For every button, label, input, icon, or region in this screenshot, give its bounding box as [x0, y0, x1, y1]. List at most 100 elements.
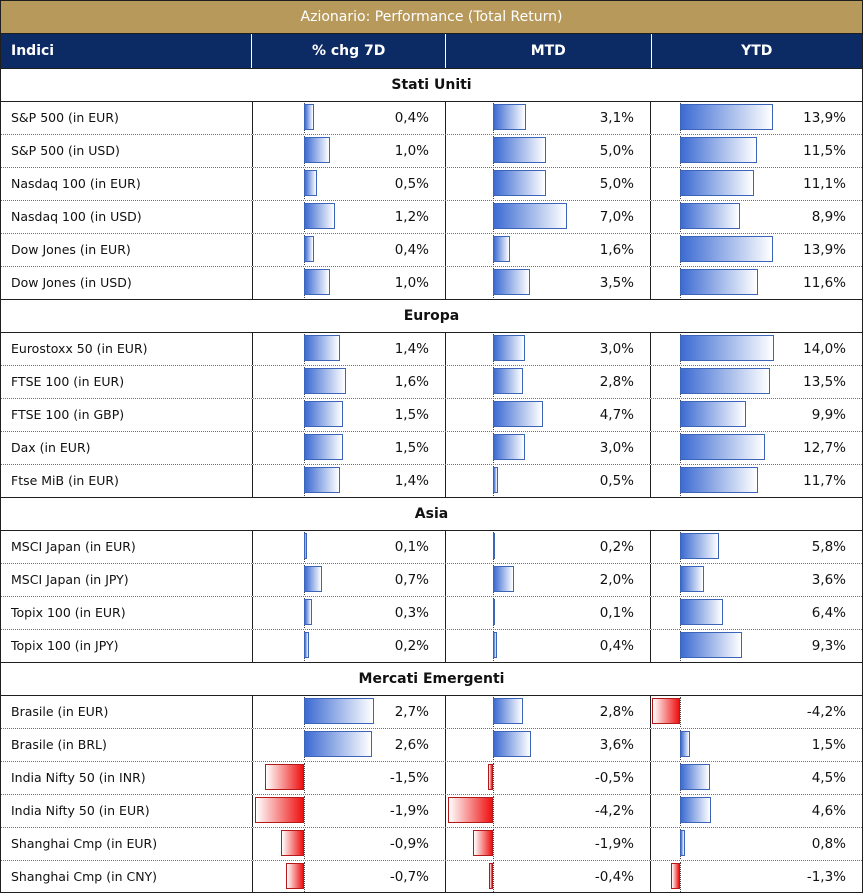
value-label: 3,1% — [599, 110, 634, 126]
value-label: 1,5% — [394, 407, 429, 423]
table-row: Dax (in EUR) 1,5% 3,0% 12,7% — [1, 431, 862, 464]
value-cell-c1: 1,4% — [253, 465, 446, 497]
value-cell-c2: 0,1% — [446, 597, 651, 629]
positive-bar — [680, 632, 743, 658]
value-label: 7,0% — [599, 209, 634, 225]
positive-bar — [304, 170, 317, 196]
index-name: MSCI Japan (in JPY) — [1, 564, 253, 596]
value-cell-c3: 9,9% — [651, 399, 862, 431]
value-cell-c3: -1,3% — [651, 861, 862, 893]
value-label: 3,6% — [811, 572, 846, 588]
positive-bar — [493, 368, 523, 394]
header-indici: Indici — [1, 34, 253, 68]
index-name: MSCI Japan (in EUR) — [1, 531, 253, 563]
value-label: 1,5% — [811, 737, 846, 753]
value-cell-c1: 1,6% — [253, 366, 446, 398]
value-cell-c2: -0,5% — [446, 762, 651, 794]
table-row: India Nifty 50 (in EUR) -1,9% -4,2% 4,6% — [1, 794, 862, 827]
value-cell-c2: 0,5% — [446, 465, 651, 497]
value-label: 13,9% — [803, 242, 846, 258]
header-chg-7d: % chg 7D — [252, 34, 446, 68]
value-cell-c3: 14,0% — [651, 333, 862, 365]
table-row: S&P 500 (in USD) 1,0% 5,0% 11,5% — [1, 134, 862, 167]
zero-axis — [493, 763, 494, 793]
value-cell-c2: 2,8% — [446, 366, 651, 398]
zero-axis — [304, 763, 305, 793]
value-label: -4,2% — [594, 803, 634, 819]
value-cell-c2: 5,0% — [446, 135, 651, 167]
table-row: Dow Jones (in EUR) 0,4% 1,6% 13,9% — [1, 233, 862, 266]
positive-bar — [680, 830, 686, 856]
value-label: -1,5% — [389, 770, 429, 786]
positive-bar — [493, 698, 523, 724]
value-cell-c3: 0,8% — [651, 828, 862, 860]
value-label: 12,7% — [803, 440, 846, 456]
negative-bar — [254, 797, 304, 823]
value-cell-c2: 3,6% — [446, 729, 651, 761]
value-cell-c3: 6,4% — [651, 597, 862, 629]
header-mtd: MTD — [446, 34, 652, 68]
index-name: S&P 500 (in EUR) — [1, 102, 253, 134]
zero-axis — [304, 829, 305, 859]
positive-bar — [304, 434, 343, 460]
positive-bar — [680, 401, 747, 427]
positive-bar — [493, 170, 546, 196]
positive-bar — [304, 137, 330, 163]
value-cell-c3: 11,1% — [651, 168, 862, 200]
value-label: 3,0% — [599, 341, 634, 357]
value-cell-c2: -4,2% — [446, 795, 651, 827]
positive-bar — [304, 698, 375, 724]
zero-axis — [493, 829, 494, 859]
index-name: India Nifty 50 (in INR) — [1, 762, 253, 794]
index-name: Nasdaq 100 (in EUR) — [1, 168, 253, 200]
positive-bar — [304, 467, 341, 493]
positive-bar — [680, 236, 774, 262]
value-cell-c2: -0,4% — [446, 861, 651, 893]
value-label: 13,5% — [803, 374, 846, 390]
value-label: 9,9% — [811, 407, 846, 423]
value-label: 11,5% — [803, 143, 846, 159]
positive-bar — [680, 467, 759, 493]
value-label: 0,8% — [811, 836, 846, 852]
value-label: 3,5% — [599, 275, 634, 291]
value-label: 0,3% — [394, 605, 429, 621]
positive-bar — [304, 533, 307, 559]
table-row: Nasdaq 100 (in USD) 1,2% 7,0% 8,9% — [1, 200, 862, 233]
value-label: 1,0% — [394, 143, 429, 159]
value-label: 0,2% — [599, 539, 634, 555]
value-cell-c1: 0,1% — [253, 531, 446, 563]
value-cell-c1: 1,5% — [253, 399, 446, 431]
value-cell-c2: -1,9% — [446, 828, 651, 860]
value-label: 5,0% — [599, 143, 634, 159]
positive-bar — [493, 731, 532, 757]
table-row: Topix 100 (in JPY) 0,2% 0,4% 9,3% — [1, 629, 862, 662]
positive-bar — [493, 467, 499, 493]
positive-bar — [493, 533, 496, 559]
value-cell-c2: 3,0% — [446, 432, 651, 464]
table-row: Nasdaq 100 (in EUR) 0,5% 5,0% 11,1% — [1, 167, 862, 200]
value-cell-c1: 2,7% — [253, 696, 446, 728]
value-label: 5,0% — [599, 176, 634, 192]
value-label: -1,3% — [806, 869, 846, 885]
positive-bar — [493, 335, 525, 361]
negative-bar — [651, 698, 680, 724]
value-cell-c1: 0,4% — [253, 234, 446, 266]
zero-axis — [680, 862, 681, 892]
zero-axis — [304, 796, 305, 826]
value-label: 3,0% — [599, 440, 634, 456]
value-label: 9,3% — [811, 638, 846, 654]
table-row: MSCI Japan (in EUR) 0,1% 0,2% 5,8% — [1, 530, 862, 563]
value-label: 14,0% — [803, 341, 846, 357]
value-cell-c1: 1,5% — [253, 432, 446, 464]
table-row: Ftse MiB (in EUR) 1,4% 0,5% 11,7% — [1, 464, 862, 497]
value-cell-c3: 13,5% — [651, 366, 862, 398]
positive-bar — [680, 533, 719, 559]
value-label: 0,7% — [394, 572, 429, 588]
positive-bar — [680, 566, 705, 592]
zero-axis — [304, 862, 305, 892]
positive-bar — [680, 269, 758, 295]
index-name: S&P 500 (in USD) — [1, 135, 253, 167]
value-cell-c2: 2,0% — [446, 564, 651, 596]
value-cell-c1: -1,5% — [253, 762, 446, 794]
